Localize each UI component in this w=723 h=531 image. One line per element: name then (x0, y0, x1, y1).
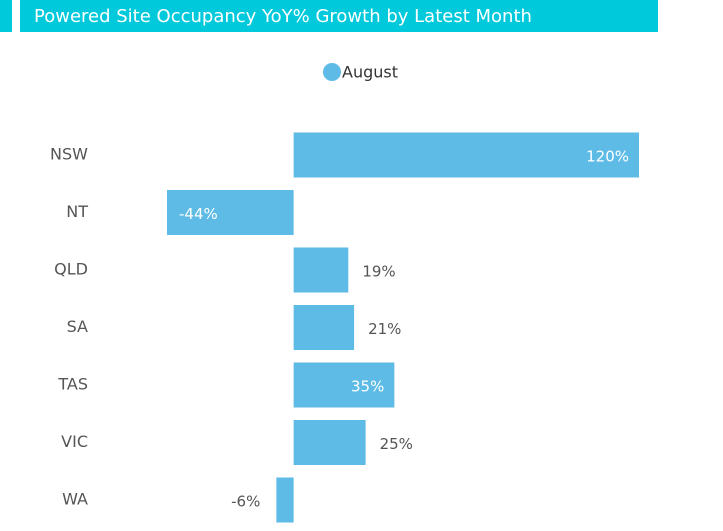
bar (276, 477, 294, 523)
y-tick-label: WA (62, 490, 88, 509)
legend-label: August (342, 63, 398, 82)
bar (293, 420, 366, 465)
data-label: 120% (586, 148, 629, 166)
y-tick-label: SA (67, 317, 88, 336)
data-label: -44% (179, 205, 218, 223)
y-tick-label: QLD (54, 260, 88, 279)
bar (167, 190, 294, 235)
bar (293, 362, 395, 408)
title-accent (0, 0, 12, 32)
chart-title: Powered Site Occupancy YoY% Growth by La… (34, 6, 532, 27)
bar (293, 305, 355, 350)
bar (293, 247, 349, 293)
y-tick-label: TAS (57, 375, 88, 394)
data-label: 35% (351, 378, 384, 396)
y-tick-label: NSW (50, 145, 88, 164)
y-tick-label: NT (66, 202, 88, 221)
data-label: -6% (231, 493, 260, 511)
bar (293, 132, 639, 178)
data-label: 19% (362, 263, 395, 281)
y-tick-label: VIC (61, 432, 88, 451)
data-label: 21% (368, 320, 401, 338)
title-bar (20, 0, 658, 32)
data-label: 25% (380, 435, 413, 453)
legend-marker (323, 63, 341, 81)
